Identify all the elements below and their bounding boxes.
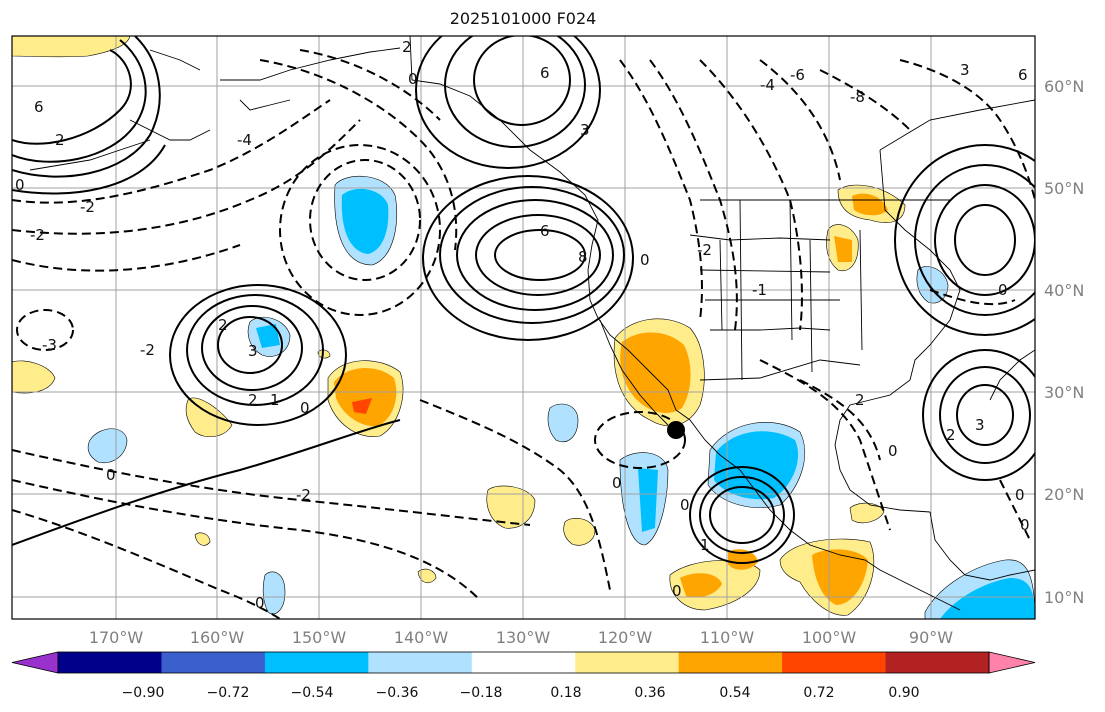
anomaly-shading [12,36,1035,619]
lat-label: 20°N [1044,485,1084,504]
lat-label: 60°N [1044,77,1084,96]
contour-label: -2 [80,198,95,216]
colorbar-tick: −0.18 [460,685,503,701]
contour-label: -4 [760,76,775,94]
map-title: 2025101000 F024 [449,9,597,28]
contour-label: 0 [888,442,898,460]
map-frame [11,35,1036,620]
colorbar-border [57,651,990,674]
colorbar-segment [161,652,266,673]
contour-labels: 6 8 3 6 2 3 2 1 -2 -3 -4 -2 0 0 1 0 0 0 … [15,38,1030,612]
contour-label: 3 [248,342,258,360]
contour-label: 8 [578,248,588,266]
lon-label: 120°W [598,628,653,647]
colorbar-segment [264,652,369,673]
colorbar-segment [471,652,576,673]
contour-label: 2 [218,316,228,334]
colorbar-tick: 0.36 [634,685,665,701]
contour-label: 2 [946,426,956,444]
colorbar-tick: −0.36 [376,685,419,701]
contour-label: -6 [790,66,805,84]
contour-label: -4 [237,131,252,149]
colorbar-extend-high [988,651,1036,674]
colorbar-segment [782,652,887,673]
colorbar-tick: 0.72 [803,685,834,701]
contour-label: 0 [672,582,682,600]
contour-label: 6 [540,64,550,82]
lon-label: 110°W [700,628,755,647]
colorbar-tick: 0.18 [550,685,581,701]
contour-label: -3 [42,336,57,354]
longitude-labels: 170°W 160°W 150°W 140°W 130°W 120°W 110°… [89,628,953,647]
colorbar-tick: −0.90 [122,685,165,701]
contour-label: 3 [960,61,970,79]
contour-label: 0 [1020,516,1030,534]
contour-label: 6 [540,222,550,240]
graticule [12,36,1035,619]
colorbar-extend-low [11,651,59,674]
lon-label: 160°W [190,628,245,647]
contour-label: 0 [255,594,265,612]
contour-label: -1 [752,281,767,299]
contour-label: 0 [408,70,418,88]
contour-label: 1 [700,536,710,554]
lon-label: 170°W [89,628,144,647]
colorbar-tick: 0.54 [719,685,750,701]
positive-contours [12,36,1035,564]
lon-label: 150°W [292,628,347,647]
contour-label: 0 [612,474,622,492]
contour-label: 1 [270,391,280,409]
latitude-labels: 60°N 50°N 40°N 30°N 20°N 10°N [1044,77,1084,607]
coastlines [29,36,1035,611]
contour-label: 0 [680,496,690,514]
colorbar-tick: −0.72 [207,685,250,701]
lat-label: 30°N [1044,383,1084,402]
storm-marker [667,421,685,439]
contour-label: 2 [248,391,258,409]
negative-contours [12,49,1035,619]
lat-label: 10°N [1044,588,1084,607]
lon-label: 130°W [496,628,551,647]
colorbar-tick: −0.54 [291,685,334,701]
contour-label: 0 [106,466,116,484]
colorbar-segment [575,652,680,673]
lon-label: 90°W [909,628,953,647]
contour-label: -2 [296,486,311,504]
contour-label: 0 [998,281,1008,299]
colorbar-tick: 0.90 [888,685,919,701]
contour-label: 3 [580,121,590,139]
colorbar-segment [58,652,162,673]
lat-label: 40°N [1044,281,1084,300]
contour-label: 3 [975,416,985,434]
contour-label: 0 [1015,486,1025,504]
contour-label: 2 [855,391,865,409]
contour-label: 0 [300,399,310,417]
colorbar-ticks: −0.90 −0.72 −0.54 −0.36 −0.18 0.18 0.36 … [122,685,920,701]
lon-label: 140°W [394,628,449,647]
contour-label: 0 [640,251,650,269]
contour-label: 0 [15,176,25,194]
contour-label: -2 [140,341,155,359]
contour-label: -2 [30,226,45,244]
contour-label: -8 [850,88,865,106]
lat-label: 50°N [1044,179,1084,198]
contour-label: 6 [1018,66,1028,84]
contour-label: -2 [697,241,712,259]
colorbar-segment [885,652,990,673]
lon-label: 100°W [802,628,857,647]
colorbar-segment [678,652,783,673]
colorbar-segment [368,652,473,673]
contour-label: 2 [402,38,412,56]
contour-label: 2 [55,131,65,149]
contour-label: 6 [34,98,44,116]
colorbar [11,651,1036,674]
